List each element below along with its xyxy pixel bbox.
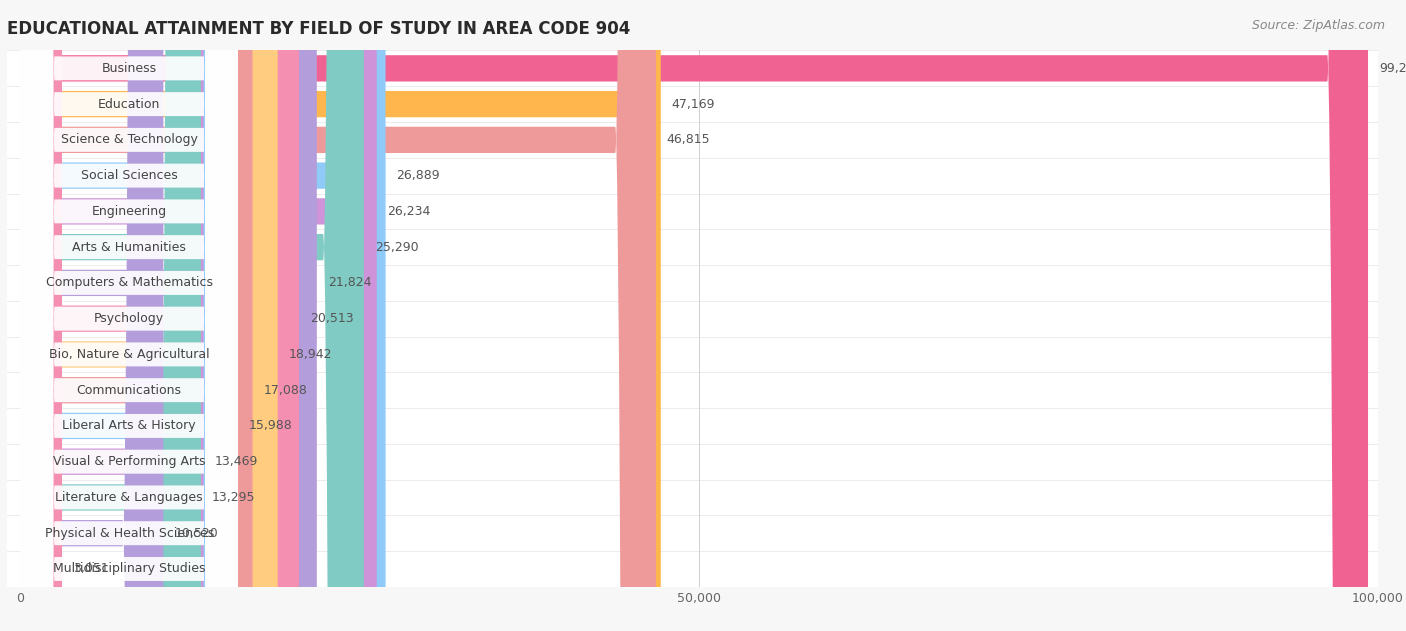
FancyBboxPatch shape [0,158,1405,194]
Text: 15,988: 15,988 [249,420,292,432]
FancyBboxPatch shape [21,0,238,631]
Text: Science & Technology: Science & Technology [60,133,198,146]
FancyBboxPatch shape [21,0,299,631]
Text: EDUCATIONAL ATTAINMENT BY FIELD OF STUDY IN AREA CODE 904: EDUCATIONAL ATTAINMENT BY FIELD OF STUDY… [7,20,630,38]
Text: 25,290: 25,290 [375,240,419,254]
FancyBboxPatch shape [21,0,238,631]
FancyBboxPatch shape [0,408,1405,444]
Text: Visual & Performing Arts: Visual & Performing Arts [53,455,205,468]
Text: Education: Education [98,98,160,110]
FancyBboxPatch shape [0,480,1405,516]
Text: Multidisciplinary Studies: Multidisciplinary Studies [53,562,205,575]
Text: Liberal Arts & History: Liberal Arts & History [62,420,195,432]
FancyBboxPatch shape [0,86,1405,122]
Text: Business: Business [101,62,156,75]
FancyBboxPatch shape [21,0,657,631]
Text: 21,824: 21,824 [328,276,371,290]
FancyBboxPatch shape [0,444,1405,480]
FancyBboxPatch shape [0,122,1405,158]
Text: 10,520: 10,520 [174,527,218,540]
Text: 13,295: 13,295 [212,491,256,504]
Text: 26,234: 26,234 [388,205,430,218]
FancyBboxPatch shape [21,0,238,631]
Text: 20,513: 20,513 [309,312,353,325]
FancyBboxPatch shape [21,0,238,631]
Text: 3,051: 3,051 [73,562,108,575]
FancyBboxPatch shape [21,0,1368,631]
Text: 17,088: 17,088 [263,384,308,397]
FancyBboxPatch shape [21,0,204,631]
FancyBboxPatch shape [21,0,238,631]
Text: 99,274: 99,274 [1379,62,1406,75]
FancyBboxPatch shape [21,0,238,631]
FancyBboxPatch shape [21,0,385,631]
Text: 13,469: 13,469 [214,455,257,468]
Text: Engineering: Engineering [91,205,167,218]
FancyBboxPatch shape [0,551,1405,587]
Text: Psychology: Psychology [94,312,165,325]
FancyBboxPatch shape [21,0,238,631]
FancyBboxPatch shape [21,0,278,631]
FancyBboxPatch shape [21,0,238,631]
Text: 46,815: 46,815 [666,133,710,146]
FancyBboxPatch shape [0,336,1405,372]
Text: Social Sciences: Social Sciences [80,169,177,182]
FancyBboxPatch shape [21,0,364,631]
Text: Source: ZipAtlas.com: Source: ZipAtlas.com [1251,19,1385,32]
FancyBboxPatch shape [0,194,1405,229]
FancyBboxPatch shape [21,0,238,631]
Text: Computers & Mathematics: Computers & Mathematics [45,276,212,290]
FancyBboxPatch shape [21,0,253,631]
FancyBboxPatch shape [21,0,163,631]
FancyBboxPatch shape [21,0,238,631]
FancyBboxPatch shape [21,0,377,631]
Text: Bio, Nature & Agricultural: Bio, Nature & Agricultural [49,348,209,361]
Text: Communications: Communications [77,384,181,397]
FancyBboxPatch shape [21,0,316,631]
FancyBboxPatch shape [21,0,238,631]
Text: Arts & Humanities: Arts & Humanities [72,240,186,254]
FancyBboxPatch shape [21,0,201,631]
FancyBboxPatch shape [21,0,238,631]
FancyBboxPatch shape [0,229,1405,265]
Text: Literature & Languages: Literature & Languages [55,491,202,504]
FancyBboxPatch shape [21,0,238,631]
FancyBboxPatch shape [21,0,661,631]
FancyBboxPatch shape [0,516,1405,551]
FancyBboxPatch shape [21,0,62,631]
FancyBboxPatch shape [0,301,1405,336]
Text: 18,942: 18,942 [288,348,332,361]
Text: 47,169: 47,169 [672,98,716,110]
FancyBboxPatch shape [21,0,238,631]
Text: 26,889: 26,889 [396,169,440,182]
Text: Physical & Health Sciences: Physical & Health Sciences [45,527,214,540]
FancyBboxPatch shape [21,0,238,631]
FancyBboxPatch shape [0,50,1405,86]
FancyBboxPatch shape [0,372,1405,408]
FancyBboxPatch shape [21,0,238,631]
FancyBboxPatch shape [0,265,1405,301]
